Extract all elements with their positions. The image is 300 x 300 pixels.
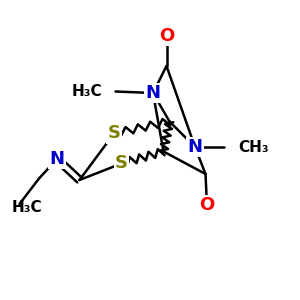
Text: S: S [107,124,121,142]
Text: CH₃: CH₃ [238,140,269,154]
Text: N: N [50,150,64,168]
Text: N: N [146,84,160,102]
Text: O: O [200,196,214,214]
Text: H₃C: H₃C [71,84,102,99]
Text: S: S [115,154,128,172]
Text: O: O [159,27,174,45]
Text: H₃C: H₃C [12,200,43,214]
Text: N: N [188,138,202,156]
